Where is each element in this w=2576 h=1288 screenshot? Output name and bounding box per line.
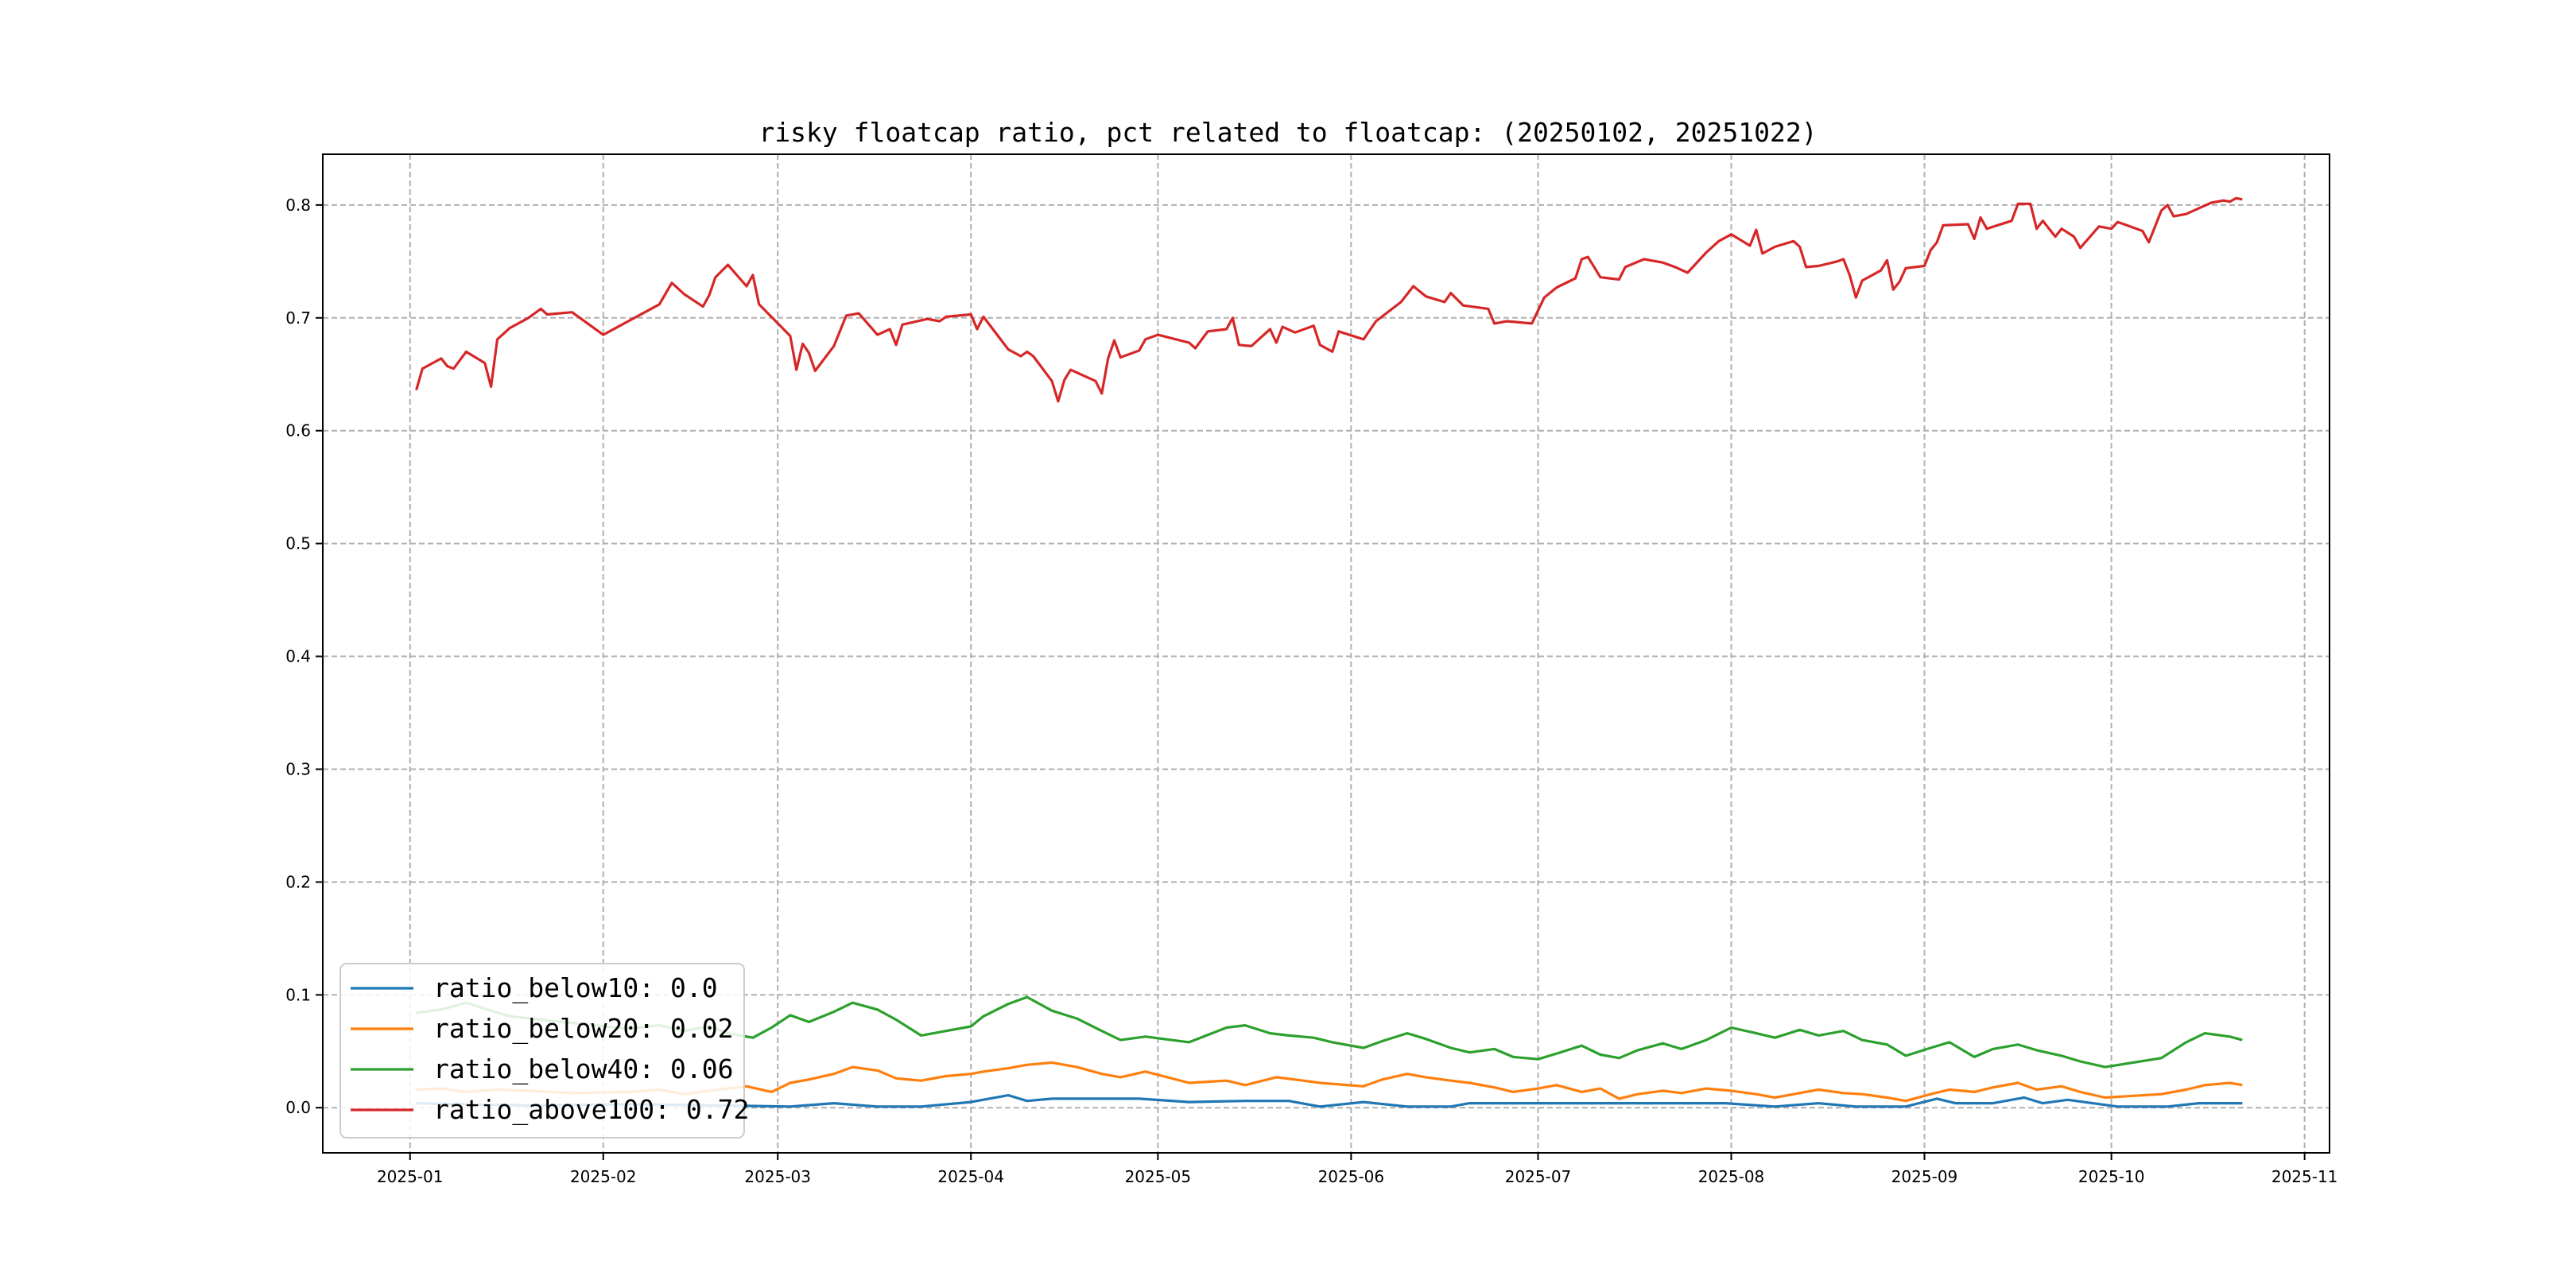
legend-label-ratio-below40: ratio_below40: 0.06 [433,1053,734,1085]
x-axis-ticks: 2025-01 2025-02 2025-03 2025-04 2025-05 2025-… [377,1153,2337,1186]
legend-label-ratio-below10: ratio_below10: 0.0 [433,972,718,1004]
y-tick-label: 0.3 [285,759,311,778]
x-tick-label: 2025-07 [1505,1167,1572,1186]
y-tick-label: 0.0 [285,1098,311,1117]
x-tick-label: 2025-10 [2078,1167,2145,1186]
x-tick-label: 2025-04 [937,1167,1004,1186]
legend-label-ratio-below20: ratio_below20: 0.02 [433,1013,734,1045]
y-tick-label: 0.4 [285,647,311,666]
series-line-ratio-below10 [416,1093,2243,1108]
grid-lines [323,154,2330,1153]
legend-box [339,963,745,1139]
series-line-ratio-below40 [416,995,2243,1069]
x-tick-label: 2025-02 [570,1167,637,1186]
legend-label-ratio-above100: ratio_above100: 0.72 [433,1094,749,1126]
y-tick-label: 0.8 [285,196,311,215]
series-line-ratio-below20 [416,1061,2243,1103]
y-axis-ticks: 0.0 0.1 0.2 0.3 0.4 0.5 0.6 0.7 0.8 [285,196,323,1117]
x-tick-label: 2025-11 [2271,1167,2338,1186]
legend: ratio_below10: 0.0 ratio_below20: 0.02 rat… [339,963,749,1139]
series-lines [415,196,2243,1108]
series-line-ratio-above100 [415,196,2243,403]
x-tick-label: 2025-09 [1891,1167,1958,1186]
y-tick-label: 0.2 [285,872,311,891]
x-tick-label: 2025-08 [1698,1167,1765,1186]
y-tick-label: 0.1 [285,985,311,1004]
plot-frame [322,153,2330,1154]
chart-title: risky floatcap ratio, pct related to flo… [758,117,1817,148]
x-tick-label: 2025-03 [744,1167,811,1186]
x-tick-label: 2025-05 [1125,1167,1192,1186]
x-tick-label: 2025-01 [377,1167,444,1186]
x-tick-label: 2025-06 [1318,1167,1385,1186]
y-tick-label: 0.6 [285,421,311,440]
y-tick-label: 0.7 [285,308,311,328]
y-tick-label: 0.5 [285,534,311,553]
